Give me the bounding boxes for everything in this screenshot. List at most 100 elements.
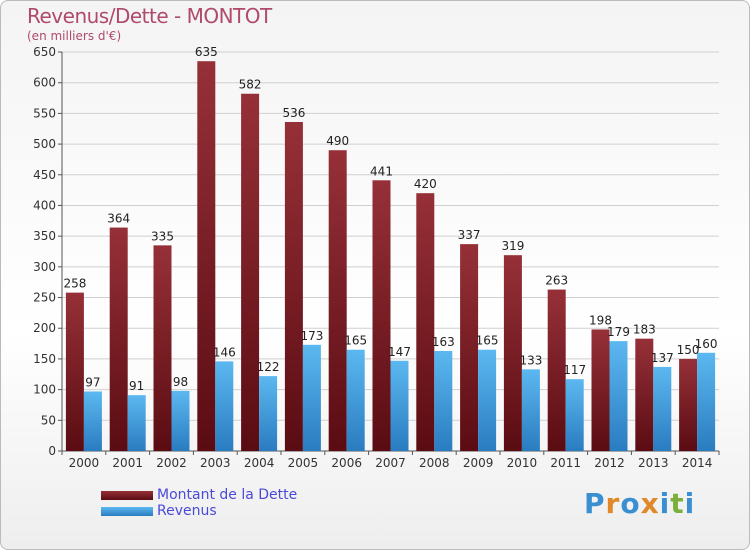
y-tick-label: 550 — [33, 106, 56, 120]
y-tick-label: 250 — [33, 291, 56, 305]
bar-revenue — [83, 391, 102, 451]
bar-revenue — [478, 349, 497, 451]
x-tick-label: 2003 — [200, 456, 231, 470]
bar-revenue — [390, 360, 409, 451]
x-tick-label: 2013 — [638, 456, 669, 470]
value-label-debt: 150 — [677, 343, 700, 357]
bar-revenue — [565, 379, 584, 451]
bar-revenue — [346, 349, 365, 451]
logo-letter: x — [640, 487, 660, 520]
value-label-debt: 364 — [107, 212, 130, 226]
bar-revenue — [171, 390, 190, 451]
bar-debt — [109, 227, 128, 451]
y-tick-label: 300 — [33, 260, 56, 274]
bar-debt — [372, 180, 391, 452]
y-tick-label: 50 — [41, 413, 56, 427]
bar-revenue — [697, 352, 716, 451]
value-label-revenue: 160 — [695, 337, 718, 351]
bar-debt — [416, 193, 435, 451]
value-label-debt: 490 — [326, 134, 349, 148]
bar-debt — [197, 61, 216, 451]
bar-revenue — [215, 361, 234, 451]
y-tick-label: 400 — [33, 198, 56, 212]
value-label-debt: 335 — [151, 229, 174, 243]
bar-debt — [241, 93, 260, 451]
bar-debt — [591, 329, 610, 451]
value-label-debt: 263 — [545, 274, 568, 288]
value-label-debt: 582 — [239, 78, 262, 92]
chart-legend: Montant de la Dette Revenus — [101, 487, 297, 519]
x-tick-label: 2001 — [112, 456, 143, 470]
legend-swatch-debt — [101, 490, 153, 500]
x-tick-label: 2006 — [331, 456, 362, 470]
x-tick-label: 2002 — [156, 456, 187, 470]
value-label-revenue: 137 — [651, 351, 674, 365]
value-label-debt: 183 — [633, 323, 656, 337]
bar-revenue — [127, 395, 146, 451]
bar-revenue — [259, 376, 278, 451]
legend-item-debt: Montant de la Dette — [101, 487, 297, 503]
bar-revenue — [653, 366, 672, 451]
value-label-debt: 319 — [501, 239, 524, 253]
value-label-debt: 198 — [589, 313, 612, 327]
legend-label-debt: Montant de la Dette — [157, 487, 298, 503]
chart-subtitle: (en milliers d'€) — [27, 29, 122, 43]
value-label-debt: 635 — [195, 45, 218, 59]
bar-debt — [503, 255, 522, 451]
x-tick-label: 2000 — [69, 456, 100, 470]
logo-letter: t — [670, 487, 685, 520]
logo-letter: o — [620, 487, 641, 520]
bar-debt — [547, 289, 566, 451]
value-label-revenue: 122 — [257, 360, 280, 374]
value-label-revenue: 98 — [173, 375, 188, 389]
bar-debt — [284, 121, 303, 452]
y-tick-label: 150 — [33, 352, 56, 366]
logo-letter: i — [659, 487, 671, 520]
bar-debt — [153, 245, 172, 451]
value-label-revenue: 133 — [519, 353, 542, 367]
bar-revenue — [302, 344, 321, 451]
bar-debt — [328, 150, 347, 451]
value-label-debt: 441 — [370, 164, 393, 178]
logo-letter: P — [584, 487, 606, 520]
x-tick-label: 2007 — [375, 456, 406, 470]
proxiti-logo: Proxiti — [584, 487, 695, 520]
y-tick-label: 600 — [33, 76, 56, 90]
y-tick-label: 450 — [33, 168, 56, 182]
bar-debt — [635, 338, 654, 451]
x-tick-label: 2012 — [594, 456, 625, 470]
bar-debt — [65, 292, 84, 451]
value-label-debt: 420 — [414, 177, 437, 191]
chart-title: Revenus/Dette - MONTOT — [27, 4, 272, 28]
bar-revenue — [434, 350, 453, 451]
bar-revenue — [521, 369, 540, 451]
value-label-revenue: 117 — [563, 363, 586, 377]
value-label-revenue: 147 — [388, 345, 411, 359]
x-tick-label: 2005 — [288, 456, 319, 470]
x-tick-label: 2009 — [463, 456, 494, 470]
legend-swatch-revenue — [101, 506, 153, 516]
value-label-revenue: 146 — [213, 345, 236, 359]
value-label-revenue: 173 — [300, 329, 323, 343]
value-label-revenue: 163 — [432, 335, 455, 349]
y-tick-label: 0 — [48, 444, 56, 458]
y-tick-label: 500 — [33, 137, 56, 151]
value-label-revenue: 165 — [476, 334, 499, 348]
legend-label-revenue: Revenus — [157, 503, 217, 519]
legend-item-revenue: Revenus — [101, 503, 297, 519]
y-tick-label: 200 — [33, 321, 56, 335]
y-tick-label: 100 — [33, 383, 56, 397]
bar-debt — [460, 244, 479, 451]
value-label-revenue: 97 — [85, 375, 100, 389]
logo-letter: r — [605, 487, 621, 520]
value-label-revenue: 91 — [129, 379, 144, 393]
x-tick-label: 2004 — [244, 456, 275, 470]
x-tick-label: 2008 — [419, 456, 450, 470]
logo-letter: i — [684, 487, 696, 520]
y-tick-label: 350 — [33, 229, 56, 243]
value-label-debt: 258 — [63, 277, 86, 291]
x-tick-label: 2014 — [682, 456, 713, 470]
value-label-revenue: 179 — [607, 325, 630, 339]
